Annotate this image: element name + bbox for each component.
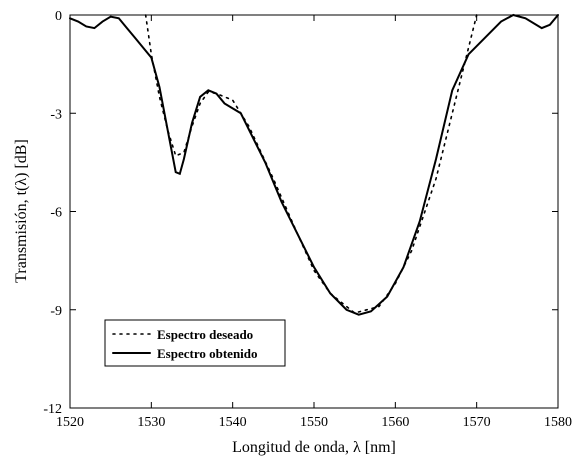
series-line — [144, 14, 478, 314]
legend-box — [104, 319, 286, 367]
y-tick-label: -9 — [50, 304, 62, 319]
x-tick-label: 1520 — [56, 415, 84, 430]
legend-label: Espectro obtenido — [157, 346, 258, 361]
x-tick-label: 1550 — [300, 415, 328, 430]
y-tick-label: -6 — [50, 206, 62, 221]
series-line — [69, 13, 559, 316]
x-axis-label: Longitud de onda, λ [nm] — [232, 439, 396, 456]
legend-label: Espectro deseado — [157, 327, 253, 342]
x-tick-label: 1580 — [544, 415, 572, 430]
x-tick-label: 1530 — [137, 415, 165, 430]
x-tick-label: 1560 — [381, 415, 409, 430]
y-tick-label: -12 — [43, 402, 62, 417]
x-tick-label: 1570 — [463, 415, 491, 430]
y-tick-label: 0 — [55, 9, 62, 24]
y-tick-label: -3 — [50, 107, 62, 122]
x-tick-label: 1540 — [219, 415, 247, 430]
y-axis-label: Transmisión, t(λ) [dB] — [13, 139, 30, 283]
